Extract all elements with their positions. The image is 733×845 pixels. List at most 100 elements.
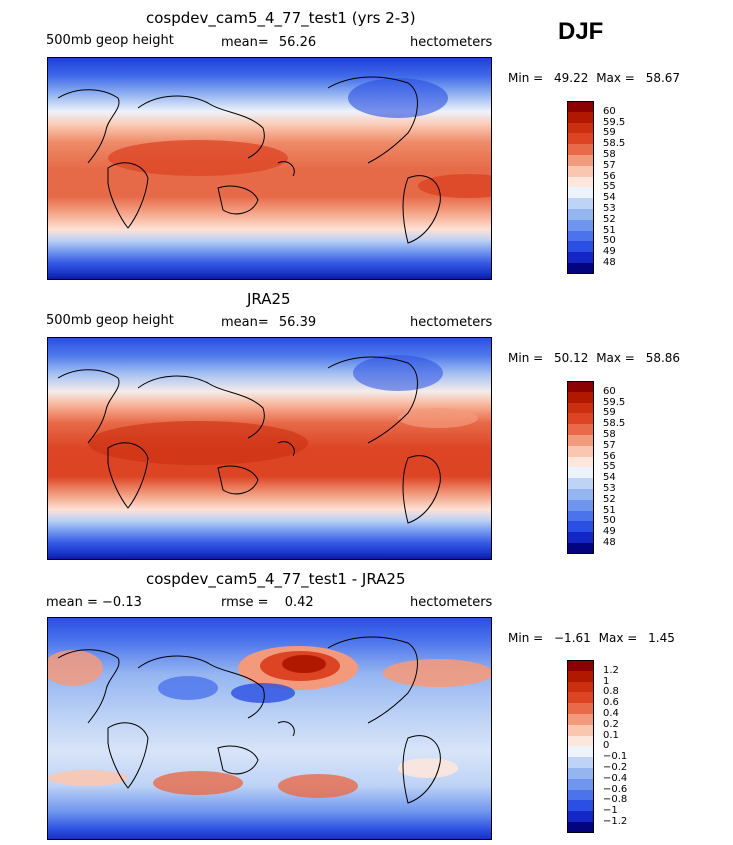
- panel-2-min-value: 50.12: [554, 351, 589, 365]
- colorbar-swatch: [567, 435, 594, 447]
- panel-2-units: hectometers: [410, 315, 493, 330]
- colorbar-tick-label: −1.2: [603, 816, 628, 827]
- colorbar-swatch: [567, 724, 594, 736]
- panel-1-units: hectometers: [410, 35, 493, 50]
- panel-2-coastlines: [57, 356, 441, 524]
- colorbar-swatch: [567, 510, 594, 522]
- colorbar-swatch: [567, 489, 594, 501]
- colorbar-swatch: [567, 789, 594, 801]
- colorbar-tick-label: 0.1: [603, 729, 619, 741]
- panel-1-mean-value: 56.26: [278, 35, 317, 50]
- colorbar-tick-label: 58: [603, 429, 616, 440]
- colorbar-swatch: [567, 811, 594, 823]
- colorbar-tick-label: 1.2: [603, 664, 619, 676]
- colorbar-tick-label: −1: [603, 805, 618, 817]
- panel-1-map: [47, 57, 492, 280]
- panel-3-units: hectometers: [410, 595, 493, 610]
- colorbar-tick-label: 0.6: [603, 697, 619, 709]
- panel-3-coastlines: [57, 636, 441, 804]
- colorbar-tick-label: 58.5: [603, 138, 626, 150]
- colorbar-swatch: [567, 230, 594, 242]
- panel-2-map: [47, 337, 492, 560]
- colorbar-swatch: [567, 456, 594, 468]
- colorbar-tick-label: 56: [603, 170, 616, 182]
- panel-1-mean: mean= 56.26: [221, 35, 316, 50]
- colorbar-tick-label: 1: [603, 675, 610, 687]
- colorbar-swatch: [567, 445, 594, 457]
- colorbar-tick-label: 59: [603, 407, 616, 419]
- colorbar-tick-label: 51: [603, 224, 616, 236]
- panel-1-min-value: 49.22: [554, 71, 589, 85]
- panel-3-min-value: −1.61: [554, 631, 591, 645]
- colorbar-tick-label: −0.4: [603, 772, 628, 784]
- colorbar-swatch: [567, 681, 594, 693]
- colorbar-swatch: [567, 703, 594, 715]
- panel-1-minmax: Min = 49.22 Max = 58.67: [508, 71, 680, 85]
- colorbar-tick-label: 60: [603, 385, 616, 397]
- colorbar-swatch: [567, 778, 594, 790]
- colorbar-tick-label: 58.5: [603, 418, 626, 430]
- colorbar-swatch: [567, 263, 594, 275]
- panel-2-mean-label: mean=: [221, 315, 269, 330]
- colorbar-tick-label: 54: [603, 192, 616, 204]
- colorbar-tick-label: −0.1: [603, 751, 628, 763]
- colorbar-swatch: [567, 521, 594, 533]
- colorbar-swatch: [567, 478, 594, 490]
- colorbar-swatch: [567, 241, 594, 253]
- colorbar-tick-label: 57: [603, 439, 616, 451]
- colorbar-swatch: [567, 219, 594, 231]
- panel-3-rmse-label: rmse =: [221, 595, 269, 610]
- panel-3-rmse-value: 0.42: [284, 595, 314, 610]
- panel-3-colorbar: [567, 660, 594, 834]
- colorbar-swatch: [567, 746, 594, 758]
- colorbar-tick-label: 50: [603, 515, 616, 527]
- panel-3-minmax: Min = −1.61 Max = 1.45: [508, 631, 675, 645]
- colorbar-swatch: [567, 133, 594, 145]
- colorbar-swatch: [567, 252, 594, 264]
- colorbar-swatch: [567, 198, 594, 210]
- colorbar-tick-label: 59: [603, 127, 616, 139]
- panel-2-variable: 500mb geop height: [46, 313, 174, 328]
- colorbar-tick-label: 54: [603, 472, 616, 484]
- colorbar-swatch: [567, 800, 594, 812]
- colorbar-tick-label: 48: [603, 257, 616, 268]
- colorbar-swatch: [567, 714, 594, 726]
- colorbar-swatch: [567, 144, 594, 156]
- season-label: DJF: [558, 18, 604, 45]
- colorbar-tick-label: 51: [603, 504, 616, 516]
- colorbar-swatch: [567, 467, 594, 479]
- colorbar-swatch: [567, 187, 594, 199]
- colorbar-swatch: [567, 176, 594, 188]
- panel-3-max-label: Max =: [598, 631, 638, 645]
- colorbar-tick-label: 60: [603, 105, 616, 117]
- panel-1-title: cospdev_cam5_4_77_test1 (yrs 2-3): [146, 9, 416, 27]
- colorbar-tick-label: 57: [603, 159, 616, 171]
- colorbar-tick-label: 56: [603, 450, 616, 462]
- colorbar-tick-label: 0.4: [603, 708, 619, 719]
- colorbar-swatch: [567, 822, 594, 834]
- panel-2-min-label: Min =: [508, 351, 544, 365]
- colorbar-swatch: [567, 413, 594, 425]
- colorbar-tick-label: 0.2: [603, 718, 619, 730]
- colorbar-swatch: [567, 381, 594, 393]
- panel-2-colorbar: [567, 381, 594, 555]
- colorbar-tick-label: 0.8: [603, 686, 619, 698]
- colorbar-swatch: [567, 499, 594, 511]
- colorbar-swatch: [567, 532, 594, 544]
- colorbar-tick-label: −0.6: [603, 783, 628, 795]
- panel-2-minmax: Min = 50.12 Max = 58.86: [508, 351, 680, 365]
- panel-3-rmse: rmse = 0.42: [221, 595, 314, 610]
- colorbar-tick-label: 49: [603, 526, 616, 538]
- colorbar-swatch: [567, 165, 594, 177]
- colorbar-tick-label: 49: [603, 246, 616, 258]
- colorbar-tick-label: 53: [603, 483, 616, 494]
- panel-3-map: [47, 617, 492, 840]
- colorbar-tick-label: 52: [603, 213, 616, 225]
- colorbar-swatch: [567, 111, 594, 123]
- colorbar-swatch: [567, 660, 594, 672]
- colorbar-tick-label: −0.8: [603, 794, 628, 806]
- colorbar-swatch: [567, 692, 594, 704]
- panel-3-max-value: 1.45: [648, 631, 675, 645]
- panel-1-colorbar: [567, 101, 594, 275]
- colorbar-tick-label: 59.5: [603, 116, 626, 128]
